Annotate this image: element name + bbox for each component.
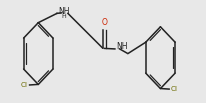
Text: NH: NH (58, 7, 70, 16)
Text: O: O (101, 18, 107, 27)
Text: H: H (62, 14, 66, 19)
Text: NH: NH (115, 42, 127, 51)
Text: Cl: Cl (170, 86, 177, 92)
Text: Cl: Cl (21, 82, 28, 88)
